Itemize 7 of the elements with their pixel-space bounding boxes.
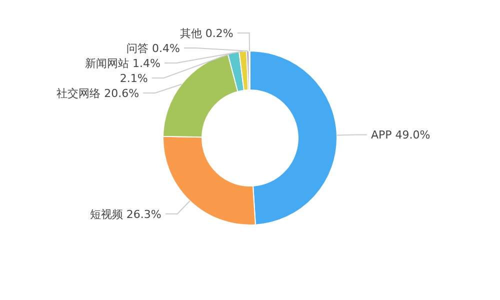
slice-label: 短视频 26.3%: [90, 208, 162, 221]
slice-label: 问答 0.4%: [126, 42, 180, 55]
slice-label: 其他 0.2%: [180, 27, 234, 40]
slice-label: 新闻网站 1.4%: [85, 57, 161, 70]
slice-label: APP 49.0%: [370, 128, 430, 142]
data-label: 2.1%: [120, 72, 148, 85]
slice-label: 社交网络 20.6%: [56, 87, 140, 100]
